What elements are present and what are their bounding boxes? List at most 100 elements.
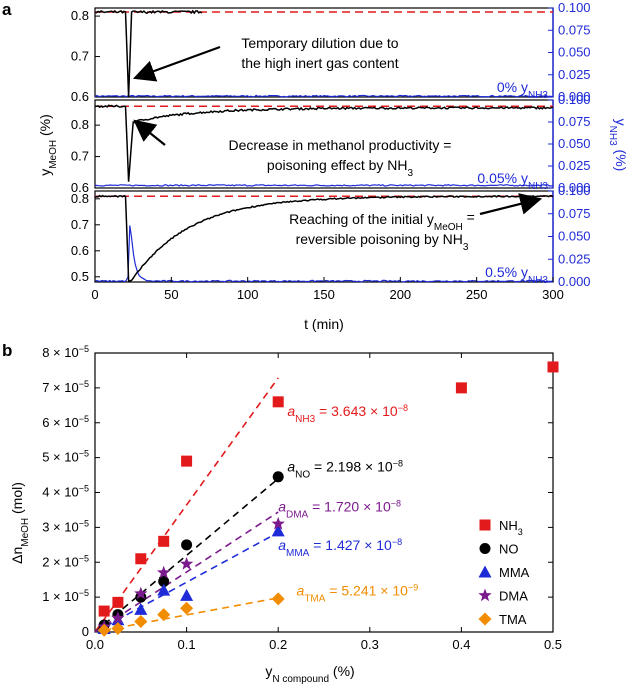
fit-line-dma — [94, 511, 279, 633]
annotation-arrow — [479, 193, 543, 216]
right-tick-label: 0.100 — [558, 0, 591, 15]
point-nh3 — [135, 553, 147, 565]
meoh-trace — [94, 104, 554, 182]
point-no — [272, 471, 284, 483]
left-tick-label: 0.7 — [71, 49, 89, 64]
right-tick-label: 0.050 — [558, 136, 591, 151]
left-tick-label: 0.8 — [71, 191, 89, 206]
point-no — [158, 575, 170, 587]
x-tick-label: 200 — [389, 287, 411, 302]
legend-label: NO — [499, 542, 519, 557]
fit-line-no — [94, 478, 279, 633]
left-tick-label: 0.8 — [71, 8, 89, 23]
slope-annotation-mma: aMMA = 1.427 × 10−8 — [278, 537, 402, 559]
nh3-trace — [94, 183, 554, 187]
x-tick-label: 0.0 — [86, 637, 104, 652]
legend-item-dma: DMA — [478, 588, 528, 604]
legend-marker — [479, 543, 491, 554]
panel-a-subplot-2: 0.60.70.80.0000.0250.0500.0750.1000.05% … — [71, 92, 591, 195]
legend-marker — [478, 612, 492, 626]
y-tick-label: 8 × 10−5 — [42, 344, 89, 360]
legend-label: NH3 — [499, 518, 523, 537]
panel-a-xlabel: t (min) — [304, 316, 344, 332]
point-dma — [111, 611, 125, 624]
legend-item-no: NO — [479, 542, 519, 557]
annotation-arrow — [133, 119, 166, 146]
point-nh3 — [181, 455, 193, 467]
point-dma — [271, 516, 285, 530]
x-tick-label: 100 — [237, 287, 259, 302]
annotation-text: Decrease in methanol productivity = — [229, 137, 452, 153]
legend-label: DMA — [499, 589, 528, 604]
x-tick-label: 0.5 — [544, 637, 562, 652]
slope-annotation-dma: aDMA = 1.720 × 10−8 — [278, 499, 401, 521]
legend-marker — [479, 519, 491, 531]
y-tick-label: 1 × 10−5 — [42, 588, 89, 604]
right-tick-label: 0.075 — [558, 206, 591, 221]
y-tick-label: 3 × 10−5 — [42, 518, 89, 534]
y-tick-label: 0 — [82, 624, 89, 639]
right-tick-label: 0.100 — [558, 183, 591, 198]
x-tick-label: 150 — [313, 287, 335, 302]
point-mma — [180, 588, 194, 601]
panel-b-plot: 0.0 0.1 0.2 0.3 0.4 0.5 0 1 × 10−5 2 × 10−5 3 × 1… — [42, 344, 562, 652]
right-tick-label: 0.075 — [558, 114, 591, 129]
left-tick-label: 0.7 — [71, 149, 89, 164]
y-tick-label: 7 × 10−5 — [42, 379, 89, 395]
panel-a-ylabel-right: yNH3 (%) — [608, 119, 630, 172]
x-tick-label: 0.3 — [361, 637, 379, 652]
left-tick-label: 0.6 — [71, 243, 89, 258]
annotation-text: reversible poisoning by NH3 — [296, 231, 469, 253]
fit-line-tma — [104, 597, 279, 632]
point-tma — [271, 592, 285, 606]
annotation-text: Reaching of the initial yMeOH = — [289, 209, 475, 233]
left-tick-label: 0.7 — [71, 217, 89, 232]
fit-line-mma — [94, 531, 279, 633]
point-dma — [179, 557, 194, 570]
panel-b-ylabel: ΔnMeOH (mol) — [9, 482, 31, 564]
slope-annotation-tma: aTMA = 5.241 × 10−9 — [297, 582, 419, 604]
right-tick-label: 0.050 — [558, 45, 591, 60]
point-dma — [157, 565, 171, 579]
x-tick-label: 0 — [91, 287, 98, 302]
x-tick-label: 300 — [542, 287, 564, 302]
legend-marker — [478, 565, 492, 578]
legend-label: TMA — [499, 612, 527, 627]
annotation-text: Temporary dilution due to — [241, 35, 398, 51]
right-tick-label: 0.000 — [558, 180, 591, 195]
right-tick-label: 0.050 — [558, 229, 591, 244]
right-tick-label: 0.075 — [558, 22, 591, 37]
panel-label-b: b — [2, 341, 12, 360]
point-mma — [271, 524, 285, 537]
panel-a-ylabel-left: yMeOH (%) — [37, 114, 59, 176]
legend-item-nh3: NH3 — [479, 518, 523, 537]
right-tick-label: 0.025 — [558, 67, 591, 82]
x-tick-label: 250 — [466, 287, 488, 302]
right-tick-label: 0.000 — [558, 89, 591, 104]
x-tick-label: 50 — [164, 287, 178, 302]
left-tick-label: 0.6 — [71, 89, 89, 104]
x-tick-label: 0.1 — [178, 637, 196, 652]
point-dma — [134, 586, 148, 600]
panel-label-a: a — [2, 0, 12, 19]
point-no — [181, 539, 193, 551]
point-tma — [180, 601, 194, 615]
point-nh3 — [98, 605, 110, 617]
panel-b-xlabel: yN compound (%) — [265, 663, 354, 685]
legend-marker — [478, 588, 492, 602]
point-nh3 — [158, 535, 170, 547]
point-tma — [111, 622, 125, 636]
fit-line-nh3 — [94, 377, 279, 633]
x-tick-label: 0.2 — [269, 637, 287, 652]
annotation-arrow — [132, 45, 221, 82]
point-nh3 — [455, 382, 467, 394]
y-tick-label: 4 × 10−5 — [42, 484, 89, 500]
subplot-frame — [94, 7, 554, 98]
x-tick-label: 0.4 — [452, 637, 470, 652]
point-mma — [157, 583, 171, 596]
y-tick-label: 5 × 10−5 — [42, 449, 89, 465]
point-nh3 — [112, 596, 124, 608]
left-tick-label: 0.6 — [71, 180, 89, 195]
